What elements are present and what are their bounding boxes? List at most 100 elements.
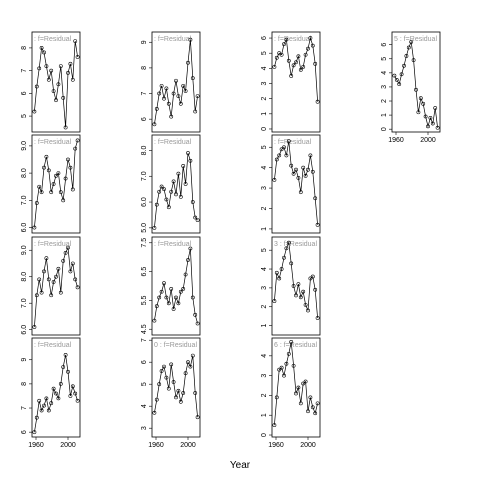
- data-point: [423, 114, 428, 119]
- data-point: [183, 89, 188, 93]
- data-point: [181, 164, 186, 168]
- x-tick-label: 1960: [388, 137, 404, 144]
- strip-label: 3 : f=Residual: [274, 241, 317, 248]
- series-line: [154, 355, 198, 418]
- data-point: [303, 173, 308, 178]
- data-point: [190, 295, 195, 300]
- data-point: [166, 301, 171, 306]
- y-tick-label: 5.0: [141, 223, 148, 233]
- data-point: [37, 277, 42, 282]
- data-point: [310, 43, 315, 48]
- data-point: [279, 147, 284, 152]
- data-point: [188, 246, 193, 251]
- data-point: [162, 364, 166, 369]
- series-line: [394, 40, 438, 128]
- data-point: [54, 173, 58, 178]
- data-point: [32, 225, 37, 230]
- data-point: [164, 375, 169, 380]
- y-tick-label: 3: [261, 81, 268, 85]
- x-tick-label: 1960: [28, 442, 44, 449]
- x-tick-label: 2000: [60, 442, 76, 449]
- y-tick-label: 7.0: [21, 298, 28, 308]
- data-point: [49, 68, 54, 73]
- data-point: [159, 83, 164, 88]
- y-tick-label: 1: [261, 324, 268, 328]
- data-point: [68, 61, 73, 66]
- data-point: [73, 277, 78, 282]
- strip-label: : f=Residual: [34, 36, 72, 43]
- data-point: [75, 55, 80, 59]
- data-point: [178, 289, 183, 294]
- data-point: [169, 362, 174, 367]
- data-point: [154, 397, 159, 402]
- y-tick-label: 8.0: [21, 272, 28, 282]
- data-point: [186, 258, 190, 262]
- series-line: [34, 140, 78, 228]
- data-point: [296, 282, 301, 287]
- data-point: [39, 190, 44, 195]
- data-point: [46, 408, 51, 413]
- data-point: [46, 77, 51, 82]
- data-point: [315, 401, 320, 406]
- y-tick-label: 7.0: [141, 171, 148, 181]
- data-point: [274, 157, 279, 162]
- data-point: [39, 46, 44, 50]
- data-point: [54, 274, 58, 279]
- data-point: [58, 64, 63, 68]
- y-tick-label: 8.0: [21, 168, 28, 178]
- panel-frame: [31, 236, 81, 336]
- data-point: [66, 71, 70, 75]
- data-point: [303, 52, 308, 57]
- data-point: [195, 415, 200, 420]
- data-point: [152, 122, 157, 127]
- y-tick-label: 8: [21, 382, 28, 386]
- data-point: [279, 365, 284, 370]
- data-point: [313, 287, 318, 292]
- data-point: [56, 171, 61, 176]
- data-point: [308, 153, 313, 158]
- data-point: [39, 290, 44, 295]
- panel-frame: [391, 31, 441, 133]
- data-point: [404, 54, 409, 58]
- data-point: [176, 388, 181, 393]
- data-point: [282, 145, 286, 150]
- data-point: [75, 398, 80, 403]
- data-point: [418, 96, 423, 101]
- data-point: [296, 54, 301, 59]
- strip-label: : f=Residual: [154, 36, 192, 43]
- data-point: [152, 318, 157, 323]
- data-point: [296, 175, 301, 180]
- data-point: [282, 42, 286, 47]
- data-point: [289, 340, 294, 344]
- data-point: [70, 187, 75, 192]
- data-point: [291, 171, 296, 176]
- data-point: [51, 280, 56, 284]
- data-point: [154, 107, 159, 111]
- panel-frame: [271, 134, 321, 234]
- y-tick-label: 6: [21, 91, 28, 95]
- data-point: [164, 197, 169, 202]
- y-tick-label: 9: [141, 40, 148, 44]
- data-point: [409, 39, 414, 44]
- series-line: [274, 241, 318, 319]
- data-point: [164, 295, 169, 300]
- data-point: [178, 399, 183, 404]
- y-tick-label: 4: [261, 66, 268, 70]
- y-tick-label: 8: [141, 66, 148, 70]
- data-point: [286, 139, 291, 144]
- y-tick-label: 2: [261, 305, 268, 309]
- data-point: [49, 293, 54, 298]
- data-point: [294, 391, 298, 396]
- data-point: [286, 351, 291, 356]
- y-tick-label: 3: [141, 426, 148, 430]
- data-point: [279, 52, 284, 57]
- data-point: [306, 46, 310, 51]
- y-tick-label: 8: [21, 46, 28, 50]
- data-point: [193, 312, 198, 317]
- data-point: [169, 114, 174, 119]
- y-tick-label: 7: [21, 69, 28, 73]
- data-point: [49, 401, 54, 406]
- x-tick-label: 2000: [180, 442, 196, 449]
- data-point: [315, 316, 320, 320]
- y-tick-label: 6: [381, 43, 388, 47]
